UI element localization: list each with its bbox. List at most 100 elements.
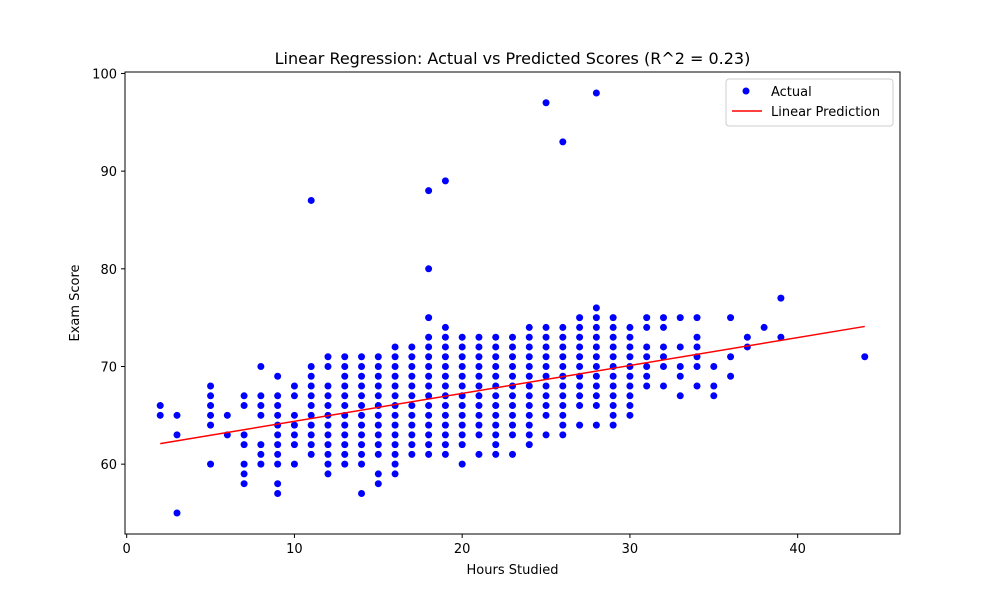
data-point bbox=[559, 392, 567, 400]
data-point bbox=[542, 343, 550, 351]
data-point bbox=[425, 421, 433, 429]
data-point bbox=[307, 411, 315, 419]
data-point bbox=[358, 382, 366, 390]
data-point bbox=[408, 450, 416, 458]
x-tick-label: 10 bbox=[286, 542, 303, 557]
data-point bbox=[559, 411, 567, 419]
legend-marker-actual bbox=[742, 87, 750, 95]
data-point bbox=[441, 372, 449, 380]
data-point bbox=[240, 460, 248, 468]
data-point bbox=[391, 353, 399, 361]
data-point bbox=[341, 421, 349, 429]
data-point bbox=[391, 362, 399, 370]
data-point bbox=[324, 470, 332, 478]
data-point bbox=[358, 411, 366, 419]
data-point bbox=[274, 411, 282, 419]
data-point bbox=[391, 470, 399, 478]
data-point bbox=[542, 392, 550, 400]
data-point bbox=[559, 431, 567, 439]
legend: Actual Linear Prediction bbox=[725, 78, 894, 127]
data-point bbox=[307, 392, 315, 400]
data-point bbox=[659, 353, 667, 361]
data-point bbox=[626, 382, 634, 390]
data-point bbox=[676, 343, 684, 351]
data-point bbox=[609, 323, 617, 331]
data-point bbox=[592, 333, 600, 341]
data-point bbox=[727, 372, 735, 380]
data-point bbox=[441, 323, 449, 331]
data-point bbox=[609, 372, 617, 380]
data-point bbox=[659, 343, 667, 351]
data-point bbox=[458, 343, 466, 351]
data-point bbox=[509, 353, 516, 361]
data-point bbox=[727, 314, 735, 322]
data-point bbox=[576, 421, 584, 429]
data-point bbox=[475, 333, 483, 341]
data-point bbox=[592, 382, 600, 390]
data-point bbox=[509, 372, 516, 380]
data-point bbox=[341, 353, 349, 361]
data-point bbox=[576, 382, 584, 390]
data-point bbox=[643, 343, 651, 351]
data-point bbox=[173, 509, 181, 517]
data-point bbox=[576, 314, 584, 322]
data-point bbox=[307, 196, 315, 204]
data-point bbox=[710, 392, 718, 400]
data-point bbox=[592, 362, 600, 370]
data-point bbox=[458, 441, 466, 449]
data-point bbox=[341, 372, 349, 380]
data-point bbox=[425, 187, 433, 195]
y-tick-label: 80 bbox=[100, 263, 117, 278]
data-point bbox=[257, 402, 265, 410]
data-point bbox=[693, 343, 701, 351]
data-point bbox=[542, 411, 550, 419]
data-point bbox=[324, 353, 332, 361]
data-point bbox=[458, 460, 466, 468]
data-point bbox=[307, 421, 315, 429]
data-point bbox=[509, 411, 516, 419]
legend-label-linear-prediction: Linear Prediction bbox=[771, 105, 880, 120]
data-point bbox=[274, 480, 282, 488]
data-point bbox=[207, 460, 215, 468]
data-point bbox=[257, 441, 265, 449]
data-point bbox=[425, 362, 433, 370]
data-point bbox=[626, 353, 634, 361]
data-point bbox=[592, 421, 600, 429]
data-point bbox=[626, 411, 634, 419]
data-point bbox=[274, 460, 282, 468]
data-point bbox=[576, 343, 584, 351]
data-point bbox=[257, 411, 265, 419]
data-point bbox=[643, 353, 651, 361]
data-point bbox=[492, 450, 500, 458]
y-tick-label: 60 bbox=[100, 458, 117, 473]
data-point bbox=[475, 353, 483, 361]
data-point bbox=[391, 382, 399, 390]
x-tick-label: 20 bbox=[454, 542, 471, 557]
data-point bbox=[609, 333, 617, 341]
data-point bbox=[441, 382, 449, 390]
data-point bbox=[425, 411, 433, 419]
data-point bbox=[643, 314, 651, 322]
data-point bbox=[374, 392, 382, 400]
data-point bbox=[307, 362, 315, 370]
data-point bbox=[425, 333, 433, 341]
data-point bbox=[492, 392, 500, 400]
data-point bbox=[492, 343, 500, 351]
data-point bbox=[391, 372, 399, 380]
data-point bbox=[492, 441, 500, 449]
data-point bbox=[576, 333, 584, 341]
data-point bbox=[425, 382, 433, 390]
data-point bbox=[592, 304, 600, 312]
data-point bbox=[408, 353, 416, 361]
data-point bbox=[659, 362, 667, 370]
data-point bbox=[358, 489, 366, 497]
data-point bbox=[458, 402, 466, 410]
data-point bbox=[676, 314, 684, 322]
data-point bbox=[676, 362, 684, 370]
data-point bbox=[693, 314, 701, 322]
data-point bbox=[693, 382, 701, 390]
data-point bbox=[475, 382, 483, 390]
data-point bbox=[274, 392, 282, 400]
x-axis: 0 10 20 30 40 bbox=[123, 534, 806, 557]
